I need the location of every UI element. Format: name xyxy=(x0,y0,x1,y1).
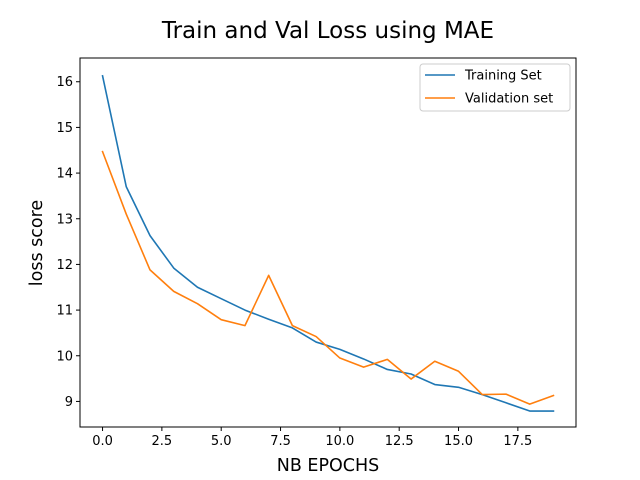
y-tick-label: 10 xyxy=(56,349,73,364)
series-line-0 xyxy=(101,74,555,412)
y-tick-label: 15 xyxy=(56,121,73,136)
y-tick-label: 13 xyxy=(56,212,73,227)
y-tick-label: 11 xyxy=(56,304,73,319)
x-axis-ticks: 0.0 2.5 5.0 7.5 10.0 12.5 15.0 17.5 xyxy=(92,427,532,449)
y-axis-label: loss score xyxy=(27,200,47,286)
x-tick-label: 5.0 xyxy=(211,434,232,449)
y-tick-label: 9 xyxy=(65,395,73,410)
legend: Training Set Validation set xyxy=(419,63,571,112)
x-tick-label: 2.5 xyxy=(152,434,173,449)
chart-title: Train and Val Loss using MAE xyxy=(161,18,494,44)
x-tick-label: 0.0 xyxy=(92,434,113,449)
x-tick-label: 10.0 xyxy=(325,434,354,449)
x-tick-label: 15.0 xyxy=(444,434,473,449)
series-layer xyxy=(101,74,555,412)
y-axis-ticks: 9 10 11 12 13 14 15 16 xyxy=(56,75,80,410)
y-tick-label: 14 xyxy=(56,167,73,182)
plot-frame xyxy=(79,57,577,428)
y-tick-label: 12 xyxy=(56,258,73,273)
legend-label-0: Training Set xyxy=(464,69,542,84)
series-line-1 xyxy=(101,150,555,405)
legend-box xyxy=(419,63,571,112)
x-tick-label: 7.5 xyxy=(270,434,291,449)
y-tick-label: 16 xyxy=(56,75,73,90)
x-tick-label: 12.5 xyxy=(385,434,414,449)
x-axis-label: NB EPOCHS xyxy=(277,456,380,476)
legend-label-1: Validation set xyxy=(465,92,553,107)
x-tick-label: 17.5 xyxy=(503,434,532,449)
